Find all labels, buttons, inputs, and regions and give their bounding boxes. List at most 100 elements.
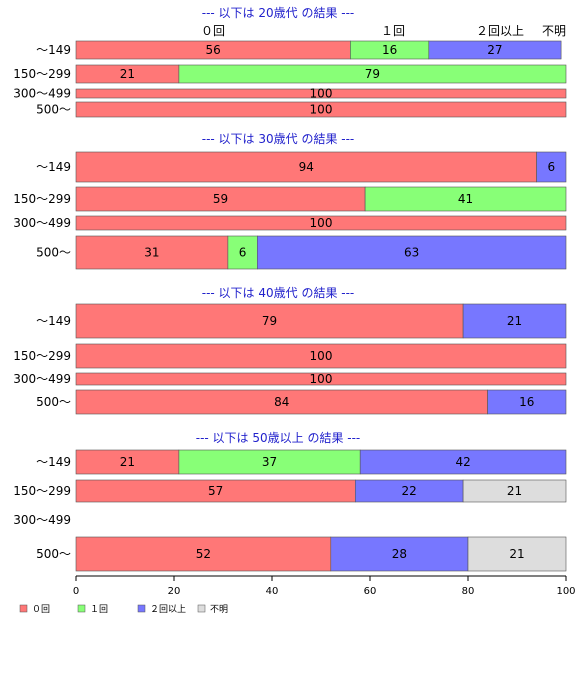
category-label: ～149 — [36, 160, 71, 174]
data-label: 57 — [208, 484, 223, 498]
bar-segment — [75, 343, 567, 369]
x-tick-label: 20 — [168, 586, 181, 597]
category-label: 500～ — [36, 103, 71, 117]
legend-label: １回 — [90, 604, 108, 615]
legend-label: ０回 — [32, 604, 50, 615]
panel: --- 以下は 50歳以上 の結果 --- ～149 21 37 42 150～299 57… — [13, 431, 567, 572]
panel-subtitle: --- 以下は 20歳代 の結果 --- — [202, 6, 355, 20]
category-label: 150～299 — [13, 67, 71, 81]
data-label: 59 — [213, 192, 228, 206]
legend-item: 不明 — [197, 604, 228, 615]
data-label: 21 — [120, 67, 135, 81]
panel-subtitle: --- 以下は 40歳代 の結果 --- — [202, 286, 355, 300]
bar-segment — [178, 449, 361, 475]
bar-segment — [359, 449, 567, 475]
data-label: 28 — [392, 547, 407, 561]
bar-segment — [75, 88, 567, 99]
data-label: 16 — [519, 395, 534, 409]
bar-segment — [75, 449, 180, 475]
data-label: 21 — [507, 484, 522, 498]
category-label: 500～ — [36, 395, 71, 409]
x-tick-label: 40 — [266, 586, 279, 597]
data-label: 52 — [196, 547, 211, 561]
legend-label: 不明 — [210, 604, 228, 615]
data-label: 79 — [365, 67, 380, 81]
panel-subtitle: --- 以下は 50歳以上 の結果 --- — [196, 431, 361, 445]
bar-segment — [75, 101, 567, 118]
category-label: 500～ — [36, 246, 71, 260]
data-label: 56 — [206, 43, 221, 57]
data-label: 100 — [310, 349, 333, 363]
bar-segment — [364, 186, 567, 212]
panel: --- 以下は 30歳代 の結果 --- ～149 94 6 150～299 59 41 30… — [13, 132, 567, 270]
category-label: 300～499 — [13, 372, 71, 386]
legend-swatch — [197, 604, 206, 613]
legend-item: ２回以上 — [137, 604, 186, 615]
bar-segment — [462, 479, 567, 503]
data-label: 6 — [239, 246, 247, 260]
x-tick-label: 80 — [462, 586, 475, 597]
column-label: 不明 — [542, 24, 566, 38]
data-label: 100 — [310, 87, 333, 101]
data-label: 22 — [402, 484, 417, 498]
data-label: 100 — [310, 216, 333, 230]
bar-segment — [462, 303, 567, 339]
panel-subtitle: --- 以下は 30歳代 の結果 --- — [202, 132, 355, 146]
category-label: ～149 — [36, 43, 71, 57]
data-label: 84 — [274, 395, 289, 409]
data-label: 27 — [487, 43, 502, 57]
legend-swatch — [77, 604, 86, 613]
chart-panels: ０回 １回 ２回以上 不明 --- 以下は 20歳代 の結果 --- ～149 56 16 27… — [13, 6, 567, 572]
bar-segment — [227, 235, 258, 270]
data-label: 79 — [262, 314, 277, 328]
data-label: 37 — [262, 455, 277, 469]
column-label: ０回 — [201, 24, 225, 38]
panel: --- 以下は 20歳代 の結果 --- ～149 56 16 27 150～299 21 7… — [13, 6, 567, 118]
bar-segment — [75, 235, 229, 270]
legend-item: ０回 — [19, 604, 50, 615]
bar-segment — [536, 151, 567, 183]
data-label: 6 — [547, 160, 555, 174]
bar-segment — [178, 64, 567, 84]
category-label: ～149 — [36, 314, 71, 328]
data-label: 21 — [120, 455, 135, 469]
column-label: ２回以上 — [476, 24, 524, 38]
x-tick-label: 100 — [556, 586, 575, 597]
bar-segment — [467, 536, 567, 572]
data-label: 21 — [509, 547, 524, 561]
data-label: 94 — [299, 160, 314, 174]
panel: --- 以下は 40歳代 の結果 --- ～149 79 21 150～299 100 30… — [13, 286, 567, 415]
bar-segment — [75, 151, 537, 183]
data-label: 31 — [144, 246, 159, 260]
x-axis: 0 20 40 60 80 100 — [73, 575, 576, 597]
category-label: 300～499 — [13, 513, 71, 527]
category-label: ～149 — [36, 455, 71, 469]
data-label: 63 — [404, 246, 419, 260]
bar-segment — [75, 215, 567, 231]
column-label: １回 — [381, 24, 405, 38]
data-label: 100 — [310, 103, 333, 117]
legend: ０回 １回 ２回以上 不明 — [19, 604, 228, 615]
category-label: 150～299 — [13, 349, 71, 363]
bar-segment — [256, 235, 567, 270]
bar-segment — [75, 186, 366, 212]
legend-swatch — [19, 604, 28, 613]
legend-swatch — [137, 604, 146, 613]
bar-segment — [487, 389, 567, 415]
x-tick-label: 60 — [364, 586, 377, 597]
data-label: 21 — [507, 314, 522, 328]
legend-item: １回 — [77, 604, 108, 615]
x-tick-label: 0 — [73, 586, 79, 597]
bar-segment — [75, 372, 567, 386]
category-label: 300～499 — [13, 216, 71, 230]
data-label: 16 — [382, 43, 397, 57]
bar-segment — [428, 40, 562, 60]
legend-label: ２回以上 — [150, 604, 186, 615]
category-label: 500～ — [36, 547, 71, 561]
data-label: 41 — [458, 192, 473, 206]
category-label: 300～499 — [13, 87, 71, 101]
data-label: 100 — [310, 372, 333, 386]
bar-segment — [330, 536, 469, 572]
bar-segment — [75, 303, 464, 339]
